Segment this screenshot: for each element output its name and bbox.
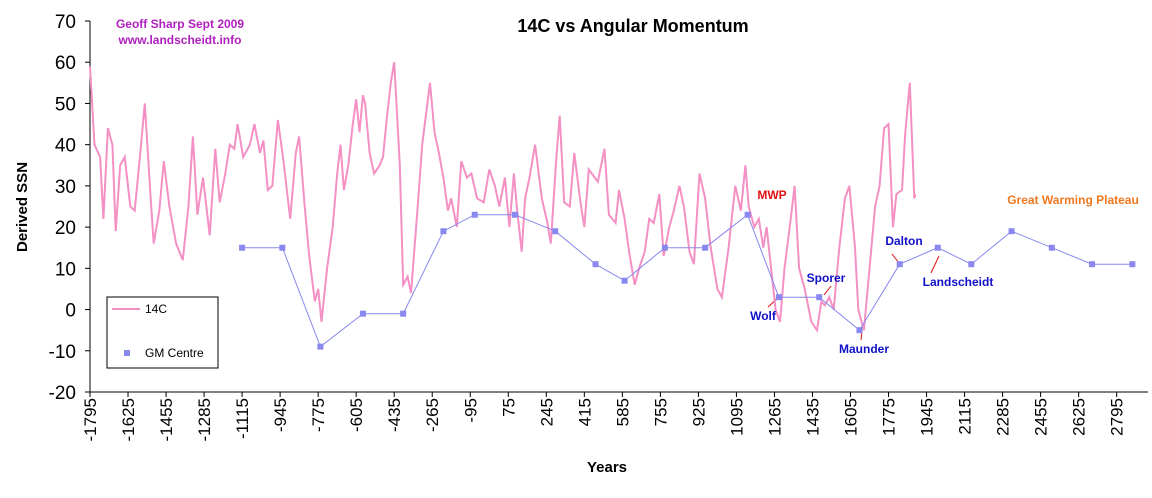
series-marker [359,310,366,317]
series-marker [1129,261,1136,268]
y-tick-label: -10 [49,342,76,363]
y-tick-label: 40 [55,136,76,157]
x-tick-label: 245 [537,398,556,426]
series-marker [702,244,709,251]
series-marker [279,244,286,251]
series-marker [440,228,447,235]
series-marker [968,261,975,268]
annotation: Wolf [750,309,777,323]
x-tick-label: 1265 [765,398,784,436]
annotation: Dalton [885,234,922,248]
series-line [89,62,917,333]
series-marker [239,244,246,251]
series-marker [816,294,823,301]
annotation: Sporer [807,271,846,285]
x-tick-label: -775 [309,398,328,432]
leader-line [930,255,940,274]
series-marker [471,211,478,218]
series-marker [592,261,599,268]
legend-label: 14C [145,302,167,316]
x-tick-label: -1115 [233,398,252,439]
series-marker [552,228,559,235]
series-marker [896,261,903,268]
x-tick-label: 1605 [842,398,861,436]
x-tick-label: 1945 [918,398,937,436]
series-marker [621,277,628,284]
series-marker [775,294,782,301]
x-tick-label: 1095 [727,398,746,436]
x-tick-label: -95 [461,398,480,423]
annotation: www.landscheidt.info [118,33,242,47]
y-tick-label: 10 [55,259,76,280]
x-tick-label: -435 [385,398,404,432]
annotation: Great Warming Plateau [1007,193,1139,207]
x-tick-label: 2455 [1032,398,1051,436]
series-marker [744,211,751,218]
legend-marker [124,350,130,356]
annotation: MWP [757,188,786,202]
series-marker [661,244,668,251]
leader-line [823,285,832,296]
x-tick-label: 75 [499,398,518,417]
x-tick-label: -945 [271,398,290,432]
series-marker [400,310,407,317]
y-tick-label: 50 [55,94,76,115]
series-marker [317,343,324,350]
x-tick-label: 415 [575,398,594,426]
annotation: Landscheidt [923,275,994,289]
series-marker [934,244,941,251]
x-tick-label: -1455 [157,398,176,441]
x-tick-label: -1285 [195,398,214,441]
y-tick-label: 0 [65,301,76,322]
x-tick-label: 585 [613,398,632,426]
y-tick-label: 60 [55,53,76,74]
x-tick-label: 1435 [803,398,822,436]
chart-title: 14C vs Angular Momentum [517,16,748,36]
series-marker [511,211,518,218]
x-tick-label: 2285 [994,398,1013,436]
x-tick-label: 1775 [880,398,899,436]
series-line [242,213,1133,348]
series-marker [1008,228,1015,235]
y-axis-label: Derived SSN [14,162,31,252]
x-tick-label: -605 [347,398,366,432]
y-tick-label: -20 [49,383,76,404]
y-tick-label: 70 [55,12,76,33]
x-tick-label: 2115 [956,398,975,435]
series-marker [1048,244,1055,251]
series-marker [856,327,863,334]
x-tick-label: -1795 [81,398,100,441]
y-tick-label: 30 [55,177,76,198]
annotation: Maunder [839,342,889,356]
x-tick-label: 2795 [1108,398,1127,436]
annotation: Geoff Sharp Sept 2009 [116,17,244,31]
x-tick-label: -1625 [119,398,138,441]
x-tick-label: 755 [651,398,670,426]
series-marker [1089,261,1096,268]
y-tick-label: 20 [55,218,76,239]
x-tick-label: -265 [423,398,442,432]
x-axis-label: Years [587,459,627,476]
x-tick-label: 2625 [1070,398,1089,436]
x-tick-label: 925 [689,398,708,426]
legend-label: GM Centre [145,346,204,360]
